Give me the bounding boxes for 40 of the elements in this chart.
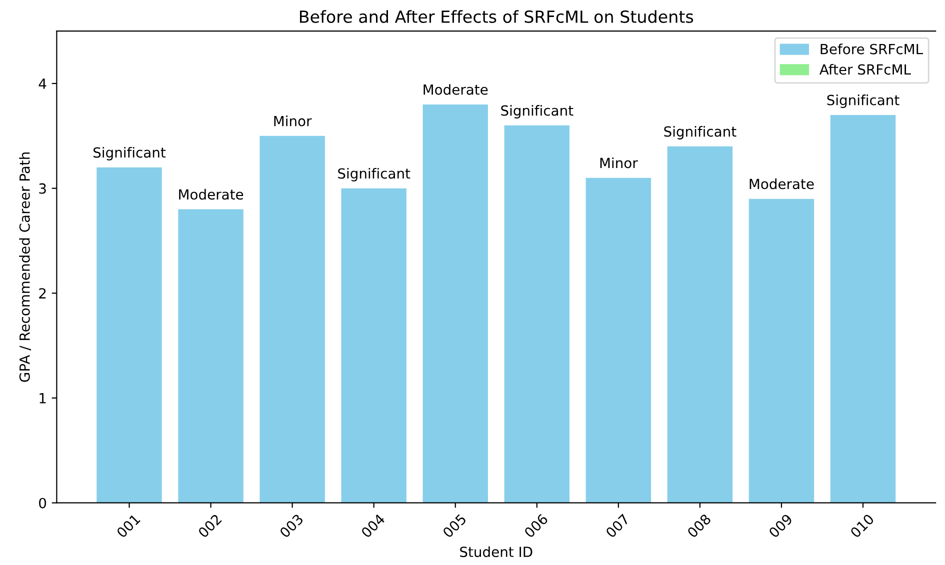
y-axis-title: GPA / Recommended Career Path (19, 152, 31, 382)
x-tick-label: 009 (768, 513, 793, 538)
bar (586, 178, 652, 503)
y-tick-label: 2 (39, 288, 46, 298)
x-tick-label: 001 (116, 514, 141, 538)
bar (422, 104, 488, 503)
data-label: Significant (94, 146, 166, 160)
bar (260, 136, 325, 503)
x-axis-title: Student ID (460, 546, 532, 558)
y-tick-label: 0 (39, 498, 46, 508)
data-label: Minor (600, 157, 638, 168)
x-tick-label: 005 (442, 514, 467, 538)
chart-title: Before and After Effects of SRFcML on Students (300, 10, 694, 23)
data-label: Moderate (179, 188, 244, 200)
x-tick-label: 006 (524, 513, 548, 538)
data-label: Significant (827, 94, 900, 108)
y-tick-label: 1 (40, 393, 46, 404)
x-tick-label: 004 (360, 513, 386, 538)
data-label: Moderate (424, 84, 488, 95)
data-label: Moderate (750, 178, 814, 190)
bar (96, 167, 162, 503)
bar (830, 114, 896, 503)
y-tick-label: 4 (38, 78, 46, 89)
x-tick-label: 002 (197, 514, 222, 538)
bar (178, 209, 244, 503)
data-label: Significant (664, 126, 736, 140)
bar (504, 125, 570, 503)
x-tick-label: 010 (850, 513, 875, 538)
x-tick-label: 008 (686, 513, 712, 538)
y-tick-label: 3 (39, 183, 46, 194)
data-label: Significant (501, 105, 574, 118)
bar (341, 188, 406, 503)
legend-label: Before SRFcML (820, 44, 923, 54)
bar (667, 146, 733, 503)
data-label: Minor (274, 116, 312, 126)
data-label: Significant (338, 168, 410, 182)
legend-label: After SRFcML (820, 64, 911, 75)
bar (748, 198, 814, 503)
x-tick-label: 003 (279, 514, 304, 538)
x-tick-label: 007 (605, 514, 630, 538)
